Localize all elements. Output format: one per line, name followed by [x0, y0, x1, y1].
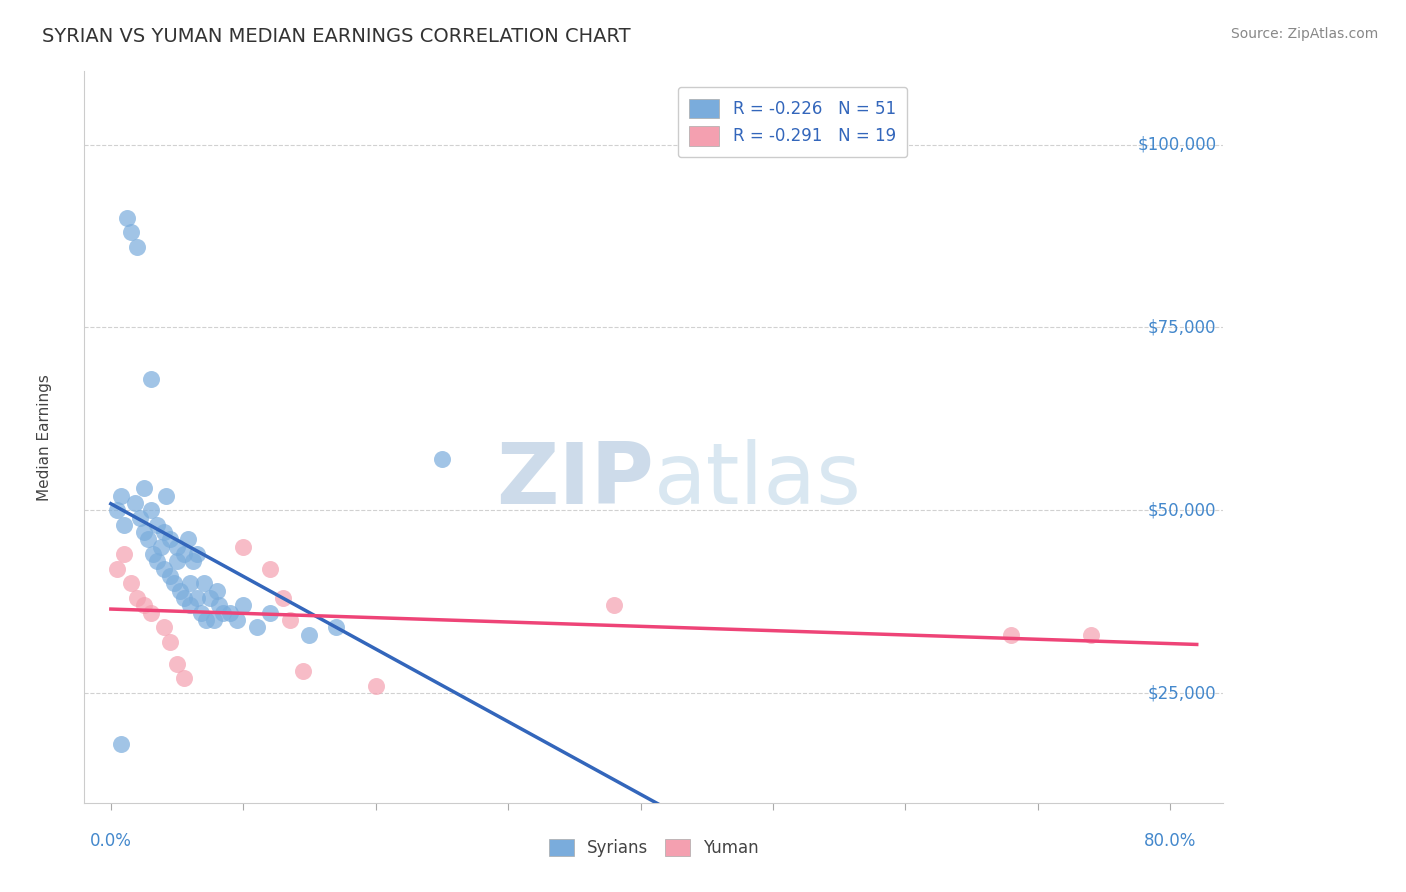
Point	[603, 599, 626, 613]
Point	[124, 496, 146, 510]
Text: $75,000: $75,000	[1149, 318, 1216, 336]
Point	[181, 554, 204, 568]
Text: $50,000: $50,000	[1149, 501, 1216, 519]
Text: 80.0%: 80.0%	[1144, 832, 1197, 850]
Point	[325, 620, 347, 634]
Point	[115, 211, 138, 225]
Point	[179, 576, 201, 591]
Point	[364, 679, 387, 693]
Point	[159, 635, 181, 649]
Point	[146, 554, 169, 568]
Point	[202, 613, 225, 627]
Legend: Syrians, Yuman: Syrians, Yuman	[543, 832, 765, 864]
Point	[173, 547, 195, 561]
Point	[112, 547, 135, 561]
Point	[132, 599, 155, 613]
Point	[430, 452, 453, 467]
Point	[110, 489, 132, 503]
Point	[176, 533, 198, 547]
Point	[219, 606, 242, 620]
Point	[1000, 627, 1022, 641]
Point	[173, 591, 195, 605]
Point	[153, 525, 176, 540]
Point	[186, 591, 208, 605]
Point	[132, 525, 155, 540]
Point	[166, 540, 188, 554]
Point	[110, 737, 132, 751]
Point	[212, 606, 235, 620]
Point	[166, 657, 188, 671]
Point	[298, 627, 321, 641]
Point	[146, 517, 169, 532]
Point	[139, 606, 162, 620]
Point	[139, 371, 162, 385]
Point	[259, 606, 281, 620]
Point	[259, 562, 281, 576]
Point	[159, 569, 181, 583]
Text: atlas: atlas	[654, 440, 862, 523]
Point	[163, 576, 186, 591]
Point	[208, 599, 231, 613]
Point	[278, 613, 301, 627]
Point	[205, 583, 228, 598]
Point	[107, 562, 129, 576]
Point	[225, 613, 247, 627]
Point	[193, 576, 215, 591]
Point	[129, 510, 152, 524]
Point	[112, 517, 135, 532]
Point	[173, 672, 195, 686]
Point	[153, 562, 176, 576]
Point	[107, 503, 129, 517]
Point	[153, 620, 176, 634]
Text: $100,000: $100,000	[1137, 136, 1216, 153]
Point	[155, 489, 177, 503]
Text: Median Earnings: Median Earnings	[37, 374, 52, 500]
Point	[136, 533, 159, 547]
Point	[166, 554, 188, 568]
Point	[195, 613, 218, 627]
Point	[142, 547, 165, 561]
Point	[169, 583, 191, 598]
Point	[198, 591, 221, 605]
Point	[120, 576, 142, 591]
Text: SYRIAN VS YUMAN MEDIAN EARNINGS CORRELATION CHART: SYRIAN VS YUMAN MEDIAN EARNINGS CORRELAT…	[42, 27, 631, 45]
Point	[291, 664, 314, 678]
Point	[150, 540, 173, 554]
Text: 0.0%: 0.0%	[90, 832, 132, 850]
Point	[232, 540, 254, 554]
Text: Source: ZipAtlas.com: Source: ZipAtlas.com	[1230, 27, 1378, 41]
Point	[127, 591, 149, 605]
Point	[186, 547, 208, 561]
Point	[127, 240, 149, 254]
Text: $25,000: $25,000	[1147, 684, 1216, 702]
Point	[245, 620, 267, 634]
Point	[179, 599, 201, 613]
Point	[139, 503, 162, 517]
Point	[120, 225, 142, 239]
Text: ZIP: ZIP	[496, 440, 654, 523]
Point	[159, 533, 181, 547]
Point	[232, 599, 254, 613]
Point	[132, 481, 155, 495]
Point	[1080, 627, 1102, 641]
Point	[271, 591, 294, 605]
Point	[190, 606, 212, 620]
